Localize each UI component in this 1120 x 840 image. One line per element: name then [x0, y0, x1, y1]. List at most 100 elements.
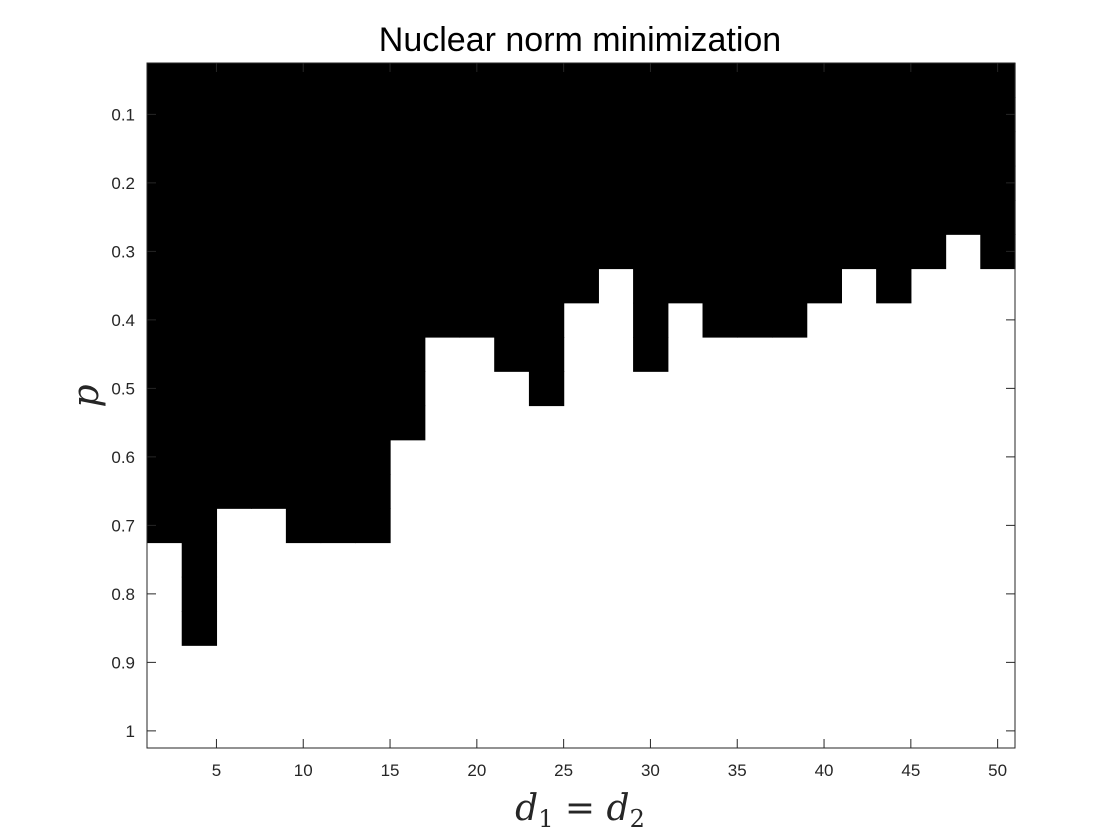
- heatmap-cell-failure: [633, 268, 669, 304]
- heatmap-cell-failure: [216, 439, 252, 475]
- heatmap-cell-failure: [181, 508, 218, 544]
- heatmap-cell-failure: [285, 439, 322, 475]
- heatmap-cell-failure: [667, 200, 704, 235]
- heatmap-cell-failure: [910, 165, 947, 201]
- heatmap-cell-failure: [841, 63, 877, 98]
- heatmap-cell-failure: [181, 439, 218, 475]
- heatmap-cell-failure: [667, 165, 704, 201]
- chart-title: Nuclear norm minimization: [379, 21, 781, 59]
- heatmap-cell-failure: [251, 405, 287, 441]
- heatmap-cell-failure: [702, 131, 738, 167]
- heatmap-cell-failure: [285, 337, 322, 372]
- heatmap-cell-failure: [806, 200, 842, 235]
- y-tick-label: 1: [126, 722, 135, 741]
- heatmap-cell-failure: [841, 165, 877, 201]
- y-tick-label: 0.4: [111, 311, 135, 330]
- heatmap-cell-failure: [806, 234, 842, 270]
- heatmap-cell-failure: [980, 200, 1016, 235]
- heatmap-cell-failure: [216, 268, 252, 304]
- heatmap-cell-failure: [841, 97, 877, 133]
- x-tick-label: 30: [641, 761, 660, 780]
- heatmap-cell-failure: [320, 268, 356, 304]
- heatmap-cell-failure: [459, 200, 495, 235]
- heatmap-cell-failure: [910, 234, 947, 270]
- heatmap-cell-failure: [424, 165, 461, 201]
- x-tick-label: 20: [467, 761, 486, 780]
- heatmap-cell-failure: [459, 234, 495, 270]
- heatmap-cell-failure: [806, 131, 842, 167]
- heatmap-cell-failure: [320, 97, 356, 133]
- heatmap-cell-failure: [181, 474, 218, 509]
- heatmap-cell-failure: [285, 165, 322, 201]
- heatmap-cell-failure: [285, 474, 322, 509]
- heatmap-cell-failure: [771, 200, 808, 235]
- heatmap-cell-failure: [216, 405, 252, 441]
- heatmap-cells: [147, 63, 1016, 748]
- heatmap-cell-failure: [945, 63, 981, 98]
- heatmap-cell-failure: [251, 234, 287, 270]
- heatmap-cell-failure: [841, 200, 877, 235]
- heatmap-cell-failure: [147, 200, 183, 235]
- heatmap-cell-failure: [980, 131, 1016, 167]
- heatmap-cell-failure: [390, 63, 426, 98]
- x-tick-label: 35: [728, 761, 747, 780]
- heatmap-cell-failure: [424, 302, 461, 338]
- heatmap-cell-failure: [355, 63, 391, 98]
- y-axis-label: p: [66, 384, 107, 407]
- heatmap-cell-failure: [702, 165, 738, 201]
- heatmap-cell-failure: [528, 63, 565, 98]
- heatmap-cell-failure: [355, 97, 391, 133]
- heatmap-cell-failure: [320, 302, 356, 338]
- heatmap-cell-failure: [528, 131, 565, 167]
- heatmap-cell-failure: [563, 165, 599, 201]
- heatmap-cell-failure: [771, 234, 808, 270]
- heatmap-cell-failure: [147, 405, 183, 441]
- heatmap-cell-failure: [459, 268, 495, 304]
- heatmap-cell-failure: [355, 131, 391, 167]
- heatmap-cell-failure: [598, 234, 634, 270]
- heatmap-cell-failure: [945, 200, 981, 235]
- heatmap-cell-failure: [320, 508, 356, 544]
- heatmap-cell-failure: [251, 131, 287, 167]
- heatmap-cell-failure: [216, 474, 252, 509]
- heatmap-cell-failure: [494, 63, 530, 98]
- heatmap-cell-failure: [390, 234, 426, 270]
- x-tick-label: 15: [381, 761, 400, 780]
- heatmap-cell-failure: [285, 131, 322, 167]
- heatmap-cell-failure: [459, 302, 495, 338]
- heatmap-cell-failure: [285, 371, 322, 407]
- heatmap-cell-failure: [459, 97, 495, 133]
- heatmap-cell-failure: [355, 165, 391, 201]
- heatmap-cell-failure: [390, 165, 426, 201]
- heatmap-cell-failure: [181, 576, 218, 612]
- heatmap-cell-failure: [390, 405, 426, 441]
- heatmap-cell-failure: [216, 337, 252, 372]
- heatmap-cell-failure: [806, 97, 842, 133]
- heatmap-cell-failure: [528, 234, 565, 270]
- heatmap-cell-failure: [320, 337, 356, 372]
- heatmap-cell-failure: [181, 131, 218, 167]
- heatmap-cell-failure: [494, 268, 530, 304]
- heatmap-cell-failure: [737, 63, 773, 98]
- heatmap-cell-failure: [737, 97, 773, 133]
- heatmap-cell-failure: [390, 131, 426, 167]
- heatmap-cell-failure: [216, 165, 252, 201]
- y-tick-label: 0.5: [111, 379, 135, 398]
- heatmap-cell-failure: [181, 337, 218, 372]
- heatmap-cell-failure: [494, 200, 530, 235]
- heatmap-cell-failure: [806, 268, 842, 304]
- heatmap-cell-failure: [181, 268, 218, 304]
- heatmap-cell-failure: [945, 165, 981, 201]
- heatmap-cell-failure: [459, 165, 495, 201]
- heatmap-cell-failure: [528, 200, 565, 235]
- heatmap-cell-failure: [702, 234, 738, 270]
- y-tick-label: 0.1: [111, 105, 135, 124]
- heatmap-cell-failure: [251, 474, 287, 509]
- heatmap-cell-failure: [285, 200, 322, 235]
- heatmap-cell-failure: [771, 63, 808, 98]
- heatmap-cell-failure: [667, 63, 704, 98]
- x-tick-label: 50: [988, 761, 1007, 780]
- heatmap-cell-failure: [563, 200, 599, 235]
- heatmap-cell-failure: [181, 165, 218, 201]
